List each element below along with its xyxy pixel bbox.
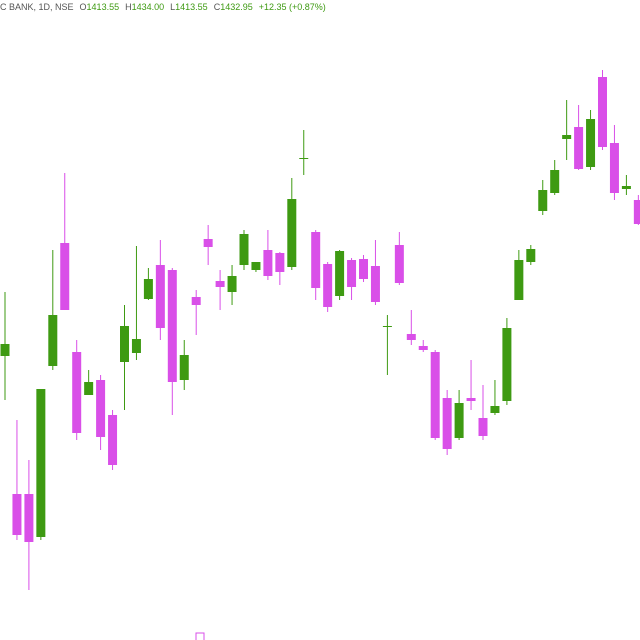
candle-body (143, 279, 153, 299)
symbol: C BANK, 1D, NSE (0, 2, 74, 12)
candle-body (478, 418, 488, 436)
candle-body (215, 281, 225, 287)
candle-body (442, 398, 452, 449)
candle-body (84, 382, 94, 395)
candle-body (299, 158, 309, 159)
candle-body (263, 250, 273, 276)
candle-body (347, 260, 357, 287)
ohlc-label: H (125, 2, 132, 12)
ohlc-value: 1432.95 (220, 2, 253, 12)
candle-body (490, 406, 500, 413)
ohlc-label: L (170, 2, 175, 12)
candle-body (550, 170, 560, 193)
candle-body (0, 344, 10, 356)
candle-body (275, 253, 285, 272)
candle-body (621, 186, 631, 189)
candle-body (60, 243, 70, 310)
candle-body (48, 315, 58, 366)
candle-body (72, 352, 82, 433)
candle-body (430, 352, 440, 438)
candle-body (108, 415, 118, 465)
candle-body (239, 234, 249, 265)
candle-body (155, 265, 165, 328)
candle-body (287, 199, 297, 267)
candle-body (167, 270, 177, 382)
candle-body (394, 245, 404, 283)
candle-body (574, 127, 584, 169)
candle-body (251, 262, 261, 270)
marker-icon (195, 632, 205, 640)
candle-body (24, 494, 34, 542)
candle-body (406, 334, 416, 340)
candle-body (191, 297, 201, 305)
change: +12.35 (+0.87%) (259, 2, 326, 12)
candle-body (538, 190, 548, 211)
candle-body (120, 326, 129, 362)
candle-body (526, 249, 536, 262)
candle-body (227, 276, 237, 292)
candle-body (203, 239, 213, 247)
candle-body (12, 494, 22, 535)
candle-body (96, 380, 106, 437)
candle-body (418, 346, 428, 350)
candle-body (502, 328, 512, 401)
ohlc-value: 1413.55 (87, 2, 120, 12)
candle-body (370, 266, 380, 302)
symbol-text: C BANK, 1D, NSE O1413.55 H1434.00 L1413.55 C… (0, 2, 326, 12)
candle-body (359, 259, 368, 279)
ohlc-label: O (80, 2, 87, 12)
candle-body (36, 389, 46, 537)
candle-body (311, 232, 321, 288)
candle-body (514, 260, 524, 300)
candle-body (335, 251, 345, 296)
candle-body (609, 143, 619, 193)
candle-body (466, 398, 476, 401)
candle-body (131, 339, 141, 353)
candle-body (562, 135, 572, 139)
ohlc-value: 1434.00 (132, 2, 165, 12)
ohlc-value: 1413.55 (175, 2, 208, 12)
ohlc-label: C (214, 2, 221, 12)
candle-body (586, 119, 596, 167)
candle-body (382, 326, 392, 327)
candle-body (454, 403, 464, 438)
candle-body (633, 200, 640, 224)
ohlc-header: C BANK, 1D, NSE O1413.55 H1434.00 L1413.55 C… (0, 2, 326, 12)
candle-body (598, 77, 607, 147)
candle-body (323, 264, 333, 307)
candle-body (179, 355, 189, 380)
